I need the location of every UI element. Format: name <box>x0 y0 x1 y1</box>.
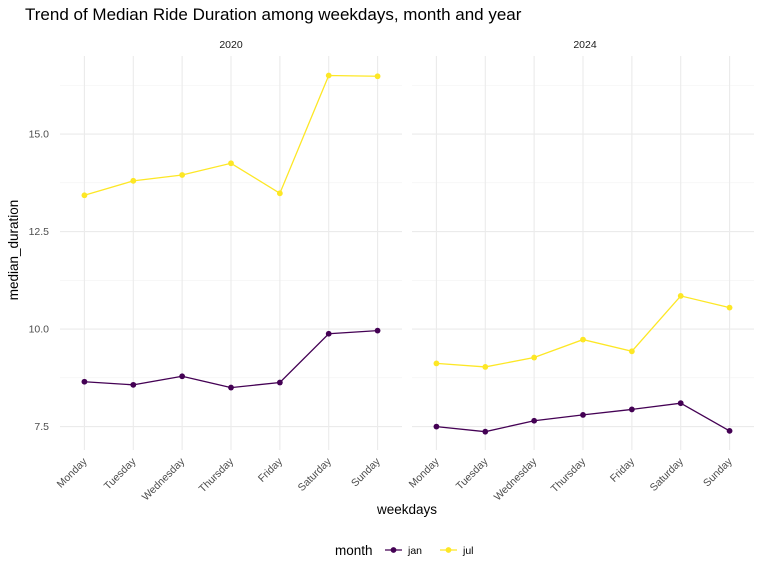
facet-label: 2020 <box>219 39 243 51</box>
legend-item-jan: jan <box>385 545 422 557</box>
legend-label: jan <box>407 545 422 557</box>
y-axis-title: median_duration <box>6 200 21 301</box>
legend-key-point <box>445 547 452 553</box>
data-point <box>130 381 137 388</box>
data-point <box>179 373 186 380</box>
data-point <box>130 177 137 184</box>
x-tick-label: Sunday <box>349 455 383 489</box>
data-point <box>482 428 489 435</box>
series-jul <box>81 72 381 199</box>
data-point <box>433 360 440 367</box>
facet-panel-2024: 2024 Monday Tuesday Wednesday Thursday Friday… <box>407 39 754 503</box>
data-point <box>374 327 381 334</box>
data-point <box>433 423 440 430</box>
series-jan <box>433 400 733 435</box>
x-tick-label: Tuesday <box>102 455 139 492</box>
x-axis-title: weekdays <box>376 502 437 517</box>
y-tick-label: 7.5 <box>34 421 49 433</box>
data-point <box>228 160 234 167</box>
data-point <box>580 336 586 343</box>
data-point <box>325 330 332 337</box>
x-tick-label: Saturday <box>296 455 335 494</box>
x-tick-label: Friday <box>256 455 286 485</box>
legend-item-jul: jul <box>440 545 474 557</box>
data-point <box>677 400 684 407</box>
x-tick-label: Tuesday <box>454 455 491 492</box>
legend-key-point <box>390 547 397 553</box>
data-point <box>726 427 733 434</box>
legend-label: jul <box>462 545 474 557</box>
data-point <box>81 378 88 385</box>
series-jul <box>433 293 733 370</box>
data-point <box>325 72 332 79</box>
data-point <box>482 364 489 370</box>
y-tick-label: 12.5 <box>29 226 50 238</box>
facet-panel-2020: 2020 7.5 10.0 12.5 15.0 Monday Tuesday Wednesda… <box>29 39 402 503</box>
data-point <box>677 293 684 299</box>
x-tick-label: Saturday <box>648 455 687 494</box>
data-point <box>628 348 635 355</box>
data-point <box>726 304 733 311</box>
x-tick-label: Friday <box>608 455 638 485</box>
chart-title: Trend of Median Ride Duration among week… <box>25 5 522 24</box>
legend-title: month <box>335 543 373 558</box>
data-point <box>531 354 538 361</box>
x-tick-label: Monday <box>55 455 90 490</box>
data-point <box>580 411 586 418</box>
data-point <box>228 384 234 391</box>
series-jan <box>81 327 381 391</box>
y-tick-label: 10.0 <box>29 324 50 336</box>
data-point <box>531 417 538 424</box>
legend: month jan jul <box>335 543 474 558</box>
x-tick-label: Thursday <box>549 455 589 495</box>
data-point <box>374 73 381 80</box>
data-point <box>179 172 186 178</box>
x-tick-label: Monday <box>407 455 442 490</box>
data-point <box>628 406 635 413</box>
x-tick-label: Wednesday <box>492 455 540 503</box>
y-tick-label: 15.0 <box>29 129 50 141</box>
facet-label: 2024 <box>573 39 597 51</box>
data-point <box>81 192 88 199</box>
data-point <box>276 190 283 197</box>
data-point <box>276 379 283 386</box>
x-tick-label: Thursday <box>197 455 237 495</box>
x-tick-label: Wednesday <box>140 455 188 503</box>
x-tick-label: Sunday <box>701 455 735 489</box>
